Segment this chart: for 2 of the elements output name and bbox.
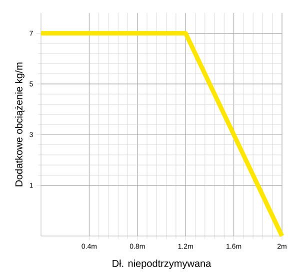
y-axis-title: Dodatkowe obciążenie kg/m (15, 62, 24, 186)
x-axis-title: Dł. niepodtrzymywana (112, 260, 212, 269)
